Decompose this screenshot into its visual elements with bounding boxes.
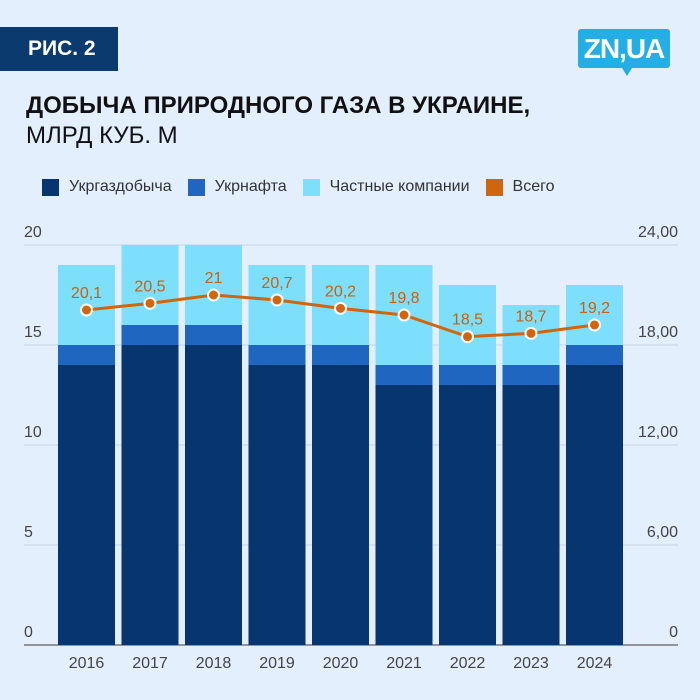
data-label: 20,2 [325, 283, 356, 300]
total-point [588, 318, 601, 332]
total-point [207, 288, 220, 302]
x-tick-label: 2018 [196, 655, 232, 672]
x-tick-label: 2024 [577, 655, 613, 672]
bar-segment [502, 385, 560, 645]
bar-segment [248, 365, 306, 645]
legend-swatch [42, 178, 59, 196]
x-tick-label: 2023 [513, 655, 549, 672]
legend-swatch [187, 178, 205, 196]
data-label: 20,7 [261, 275, 292, 292]
legend-item-private: Частные компании [302, 178, 470, 196]
legend-label: Укрнафта [214, 178, 287, 195]
data-label: 20,1 [71, 285, 102, 302]
y2-tick-label: 24,00 [638, 224, 678, 241]
legend-item-ukrgazdobycha: Укргаздобыча [42, 178, 172, 196]
bar-segment [566, 365, 623, 645]
bar-segment [185, 345, 242, 645]
total-point [461, 330, 474, 344]
data-label: 21 [205, 270, 223, 287]
y2-tick-label: 18,00 [638, 324, 678, 341]
y-tick-label: 20 [24, 224, 42, 241]
x-tick-label: 2020 [323, 655, 359, 672]
legend-swatch [485, 178, 503, 196]
legend-label: Укргаздобыча [69, 178, 172, 195]
y-tick-label: 0 [24, 624, 33, 641]
x-tick-label: 2019 [259, 655, 295, 672]
bar-segment [375, 365, 433, 385]
data-label: 20,5 [134, 278, 165, 295]
total-point [397, 308, 411, 322]
bar-segment [121, 245, 179, 325]
total-point [80, 303, 93, 317]
x-tick-label: 2017 [132, 655, 168, 672]
total-point [524, 326, 538, 340]
bar-segment [58, 365, 115, 645]
bar-segment [185, 325, 242, 345]
y-tick-label: 5 [24, 524, 33, 541]
bar-segment [566, 345, 623, 365]
legend-item-total: Всего [485, 178, 555, 196]
zn-ua-logo: ZN,UA [578, 29, 670, 76]
bar-segment [439, 385, 496, 645]
legend: Укргаздобыча Укрнафта Частные компании В… [42, 178, 570, 196]
x-tick-label: 2021 [386, 655, 422, 672]
total-point [270, 293, 284, 307]
bar-segment [58, 345, 115, 365]
bar-segment [248, 345, 306, 365]
y-tick-label: 15 [24, 324, 42, 341]
bar-segment [375, 385, 433, 645]
chart-title: ДОБЫЧА ПРИРОДНОГО ГАЗА В УКРАИНЕ, [26, 92, 531, 119]
data-label: 18,7 [515, 308, 546, 325]
bar-segment [121, 345, 179, 645]
y-tick-label: 10 [24, 424, 42, 441]
figure-badge: РИС. 2 [0, 27, 118, 71]
data-label: 19,8 [388, 290, 419, 307]
bar-segment [566, 285, 623, 345]
bar-segment [185, 245, 242, 325]
legend-label: Частные компании [329, 178, 470, 195]
bar-segment [439, 285, 496, 365]
bar-segment [439, 365, 496, 385]
legend-label: Всего [512, 178, 555, 195]
data-label: 18,5 [452, 312, 483, 329]
bar-segment [312, 365, 369, 645]
x-tick-label: 2016 [69, 655, 105, 672]
total-point [143, 296, 157, 310]
bar-segment [312, 345, 369, 365]
y2-tick-label: 6,00 [647, 524, 678, 541]
total-point [334, 301, 347, 315]
legend-swatch [302, 178, 320, 196]
y2-tick-label: 12,00 [638, 424, 678, 441]
x-tick-label: 2022 [450, 655, 486, 672]
chart-subtitle: МЛРД КУБ. М [26, 122, 178, 149]
bar-segment [121, 325, 179, 345]
data-label: 19,2 [579, 300, 610, 317]
y2-tick-label: 0 [669, 624, 678, 641]
legend-item-ukrnafta: Укрнафта [187, 178, 287, 196]
bar-segment [502, 365, 560, 385]
